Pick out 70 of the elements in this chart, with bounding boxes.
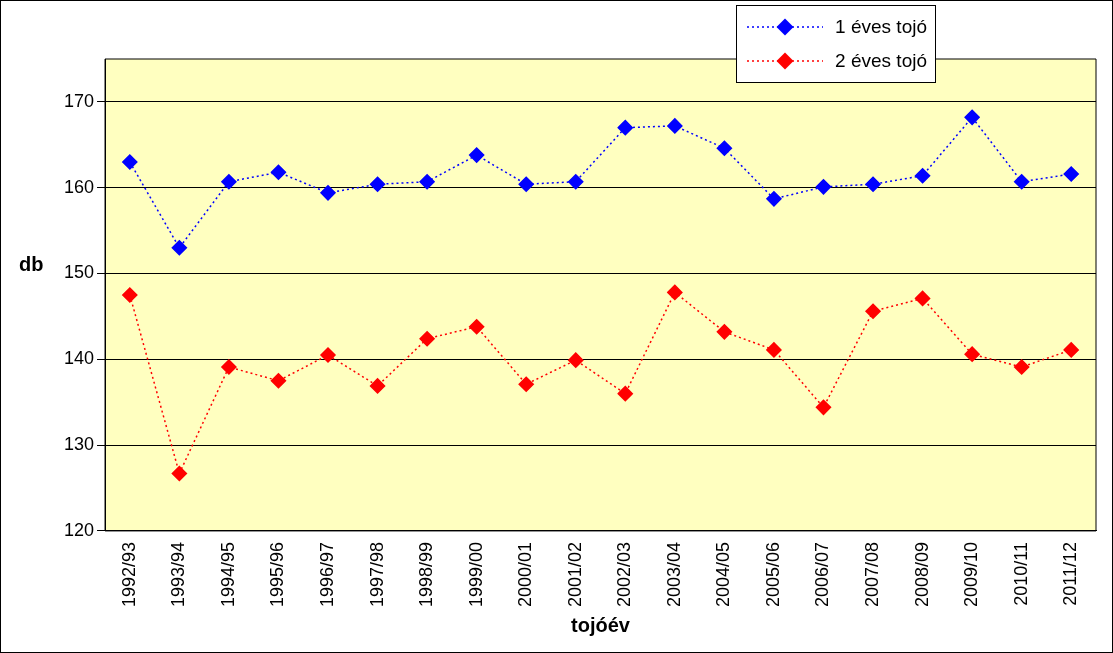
x-tick-label: 2005/06 <box>762 541 783 608</box>
point <box>914 167 931 184</box>
point <box>518 176 534 193</box>
point <box>567 173 584 190</box>
point <box>766 342 782 358</box>
point <box>617 119 634 136</box>
point <box>518 376 534 392</box>
y-axis-title: db <box>19 253 44 276</box>
point <box>369 378 386 394</box>
x-tick-label: 2000/01 <box>515 541 536 608</box>
x-axis-title: tojóév <box>571 613 631 636</box>
x-tick-label: 2003/04 <box>663 541 684 608</box>
point <box>270 164 287 181</box>
point <box>716 140 733 156</box>
x-tick-label: 2010/11 <box>1010 541 1031 606</box>
y-tick-label: 140 <box>63 348 95 369</box>
x-tick-label: 1996/97 <box>316 541 337 608</box>
y-tick-label: 160 <box>63 176 95 197</box>
point <box>1013 173 1030 190</box>
point <box>865 303 881 320</box>
x-tick-label: 1998/99 <box>416 541 437 608</box>
point <box>171 465 188 482</box>
point <box>419 173 435 190</box>
point <box>964 346 980 362</box>
point <box>468 318 485 335</box>
x-tick-label: 1997/98 <box>366 541 387 608</box>
point <box>766 191 782 207</box>
point <box>320 185 336 201</box>
point <box>1013 359 1030 375</box>
point <box>667 118 683 134</box>
x-tick-label: 2001/02 <box>564 541 585 608</box>
y-tick-label: 170 <box>63 90 95 111</box>
point <box>122 287 138 303</box>
x-tick-label: 2007/08 <box>862 541 882 608</box>
point <box>716 324 733 340</box>
x-tick-label: 1993/94 <box>168 541 189 608</box>
x-tick-label: 2009/10 <box>961 541 982 608</box>
x-tick-label: 1992/93 <box>118 541 139 608</box>
x-tick-label: 2002/03 <box>614 541 635 608</box>
point <box>964 109 980 126</box>
x-tick-label: 1995/96 <box>267 541 288 608</box>
point <box>567 352 584 368</box>
point <box>815 399 832 416</box>
x-tick-label: 2011/12 <box>1060 541 1081 606</box>
x-tick-label: 2006/07 <box>812 541 833 608</box>
point <box>1063 166 1079 182</box>
point <box>320 347 336 363</box>
x-tick-label: 1994/95 <box>217 541 238 608</box>
point <box>468 147 485 163</box>
y-tick-label: 150 <box>63 262 95 283</box>
point <box>221 173 237 190</box>
point <box>369 176 386 193</box>
point <box>865 176 881 193</box>
x-tick-label: 1999/00 <box>465 541 486 608</box>
point <box>122 154 138 170</box>
y-tick-label: 130 <box>63 434 95 455</box>
point <box>419 330 435 347</box>
y-tick-label: 120 <box>63 519 95 540</box>
point <box>270 373 287 389</box>
legend-label: 1 éves tojó <box>835 16 927 38</box>
point <box>171 240 188 256</box>
point <box>1063 342 1079 358</box>
point <box>667 284 683 301</box>
point <box>815 179 832 195</box>
point <box>617 385 634 402</box>
point <box>221 359 237 375</box>
x-tick-label: 2004/05 <box>713 541 734 608</box>
point <box>914 290 931 307</box>
legend-label: 2 éves tojó <box>835 50 927 72</box>
x-tick-label: 2008/09 <box>911 541 932 608</box>
